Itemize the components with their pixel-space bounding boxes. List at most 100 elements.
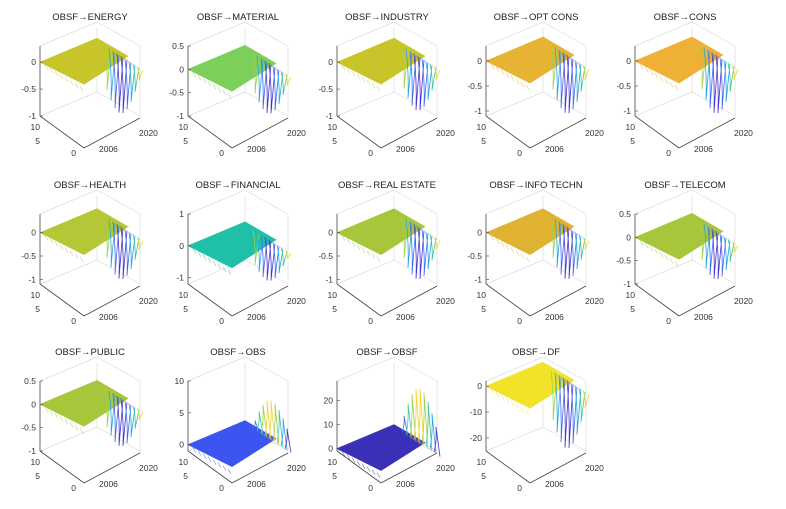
mesh-line: [59, 416, 64, 422]
surface-mesh-line: [280, 70, 288, 96]
z-tick-label: -1: [325, 274, 333, 284]
grid-line: [96, 21, 141, 47]
axis-line: [678, 117, 736, 149]
surface-mesh-line: [554, 47, 562, 101]
mesh-line: [664, 78, 669, 85]
mesh-line: [74, 83, 79, 89]
mesh-line: [659, 75, 664, 82]
x-tick-label: 2020: [436, 463, 455, 473]
x-tick-label: 2006: [396, 312, 415, 322]
z-tick-label: 0: [328, 228, 333, 238]
z-tick-label: -0.5: [21, 251, 36, 261]
grid-line: [542, 91, 587, 117]
mesh-line: [54, 71, 59, 77]
mesh-line: [69, 422, 74, 428]
x-tick-label: 2006: [99, 479, 118, 489]
axis-line: [39, 450, 85, 484]
mesh-line: [192, 248, 197, 254]
z-tick-label: -0.5: [21, 84, 36, 94]
surface-mesh-line: [562, 377, 570, 448]
x-tick-label: 2006: [396, 144, 415, 154]
z-tick-label: 0: [31, 399, 36, 409]
surface-mesh-line: [264, 237, 272, 281]
surface-mesh-line: [132, 63, 140, 93]
y-tick-label: 0: [368, 483, 373, 493]
surface-mesh-line: [108, 48, 116, 101]
surface-mesh-line: [260, 404, 268, 438]
surface-mesh-line: [417, 388, 425, 447]
x-tick-label: 2006: [247, 479, 266, 489]
grid-line: [542, 189, 587, 215]
mesh-line: [64, 247, 69, 253]
y-tick-label: 0: [666, 148, 671, 158]
mesh-line: [227, 468, 232, 474]
grid-line: [691, 21, 736, 47]
z-tick-label: -1: [28, 274, 36, 284]
surface-plane: [187, 221, 277, 269]
surface-mesh-line: [429, 413, 437, 455]
mesh-line: [371, 469, 376, 475]
surface-mesh-line: [116, 224, 124, 279]
y-tick-label: 10: [179, 122, 189, 132]
grid-line: [96, 426, 141, 452]
z-tick-label: -0.5: [616, 256, 631, 266]
mesh-line: [212, 84, 217, 90]
surface-mesh-line: [715, 54, 723, 114]
mesh-line: [356, 244, 361, 250]
surface-mesh-line: [578, 387, 586, 423]
grid-line: [691, 91, 736, 117]
axes: 0.5 0 -0.5 -110 5 0 2006 2020: [616, 189, 753, 326]
mesh-line: [197, 75, 202, 81]
mesh-line: [69, 250, 74, 256]
y-tick-label: 0: [368, 148, 373, 158]
mesh-line: [44, 65, 49, 71]
mesh-line: [351, 241, 356, 247]
grid-line: [39, 91, 98, 117]
y-tick-label: 10: [328, 290, 338, 300]
mesh-line: [227, 93, 232, 99]
surface-mesh-line: [429, 234, 437, 260]
mesh-line: [639, 240, 644, 246]
mesh-line: [669, 81, 674, 88]
surface-plot-12: OBSF→OBS 10 5 0 10 5 0 2006 2020: [148, 335, 307, 503]
y-tick-label: 0: [71, 316, 76, 326]
z-tick-label: 0: [477, 228, 482, 238]
mesh-line: [515, 250, 520, 256]
mesh-line: [341, 65, 346, 71]
z-tick-label: -1: [623, 106, 631, 116]
surface-plot-13: OBSF→OBSF 20 10 0 10 5 0 2006 2020: [297, 335, 456, 503]
z-tick-label: -1: [474, 106, 482, 116]
mesh-line: [495, 238, 500, 244]
mesh-line: [490, 389, 495, 395]
mesh-line: [371, 253, 376, 259]
grid-line: [485, 259, 544, 285]
surface-mesh-line: [128, 61, 136, 103]
x-tick-label: 2020: [287, 128, 306, 138]
grid-line: [393, 356, 438, 382]
surface-mesh-line: [401, 415, 409, 437]
mesh-line: [376, 86, 381, 92]
z-tick-label: 0: [31, 228, 36, 238]
surface-mesh-line: [731, 241, 739, 253]
surface-plane: [485, 36, 575, 84]
surface-mesh-line: [727, 238, 735, 262]
y-tick-label: 5: [332, 471, 337, 481]
surface-mesh-line: [260, 58, 268, 110]
surface-mesh-line: [574, 385, 582, 435]
surface-plane: [634, 36, 724, 84]
surface-mesh-line: [703, 223, 711, 269]
z-tick-label: 0.5: [619, 209, 631, 219]
y-tick-label: 5: [332, 136, 337, 146]
mesh-line: [49, 68, 54, 74]
surface-mesh-line: [120, 398, 128, 447]
surface-plane: [485, 361, 575, 409]
y-tick-label: 0: [71, 148, 76, 158]
z-tick-label: 0: [179, 241, 184, 251]
axis-line: [83, 117, 141, 149]
surface-mesh-line: [566, 226, 574, 280]
mesh-line: [341, 235, 346, 241]
axes: 0 -0.5 -1 10 5 0 2006 2020: [467, 21, 604, 158]
surface-mesh-line: [276, 68, 284, 104]
z-tick-label: 0: [31, 57, 36, 67]
